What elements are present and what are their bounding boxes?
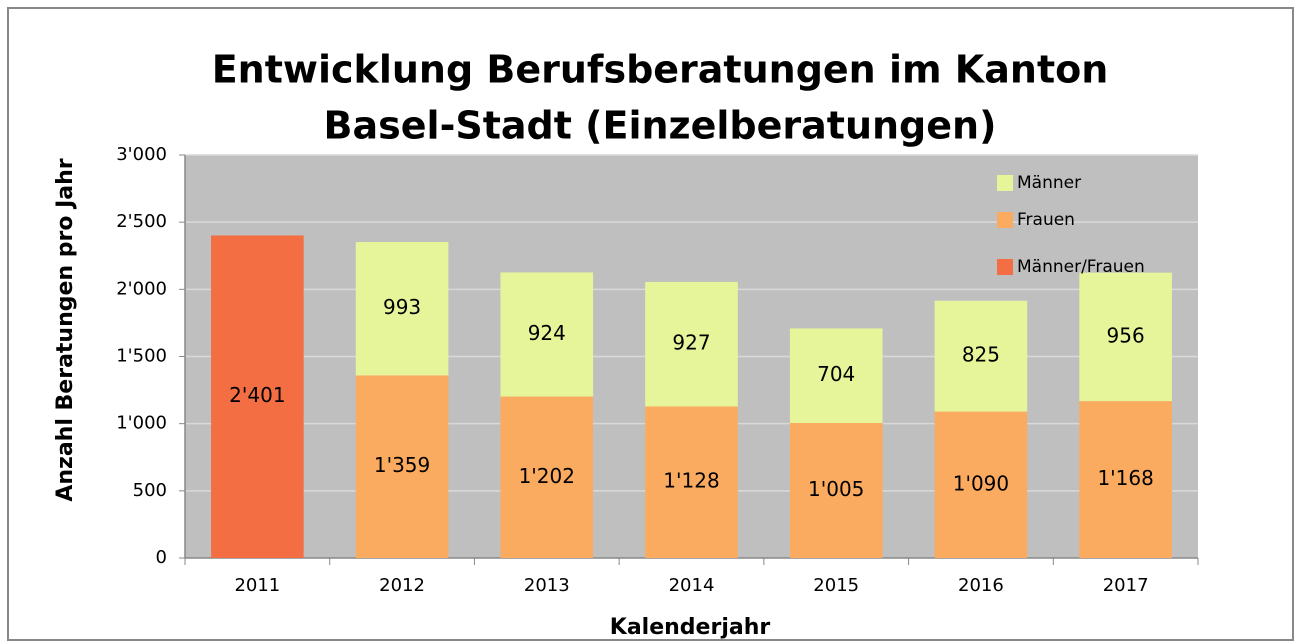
y-tick-label: 3'000 xyxy=(116,144,167,165)
data-label: 927 xyxy=(672,331,710,355)
data-label: 704 xyxy=(817,362,855,386)
y-tick-label: 2'000 xyxy=(116,278,167,299)
bar-segment xyxy=(934,300,1028,412)
bar-segment xyxy=(355,375,449,558)
y-tick-label: 500 xyxy=(133,480,167,501)
y-tick-label: 1'000 xyxy=(116,413,167,434)
y-axis-label: Anzahl Beratungen pro Jahr xyxy=(53,158,78,501)
chart-title: Entwicklung Berufsberatungen im Kanton xyxy=(212,48,1109,92)
data-label: 1'202 xyxy=(519,464,575,488)
data-label: 993 xyxy=(383,295,421,319)
legend-swatch xyxy=(997,212,1013,228)
x-tick-label: 2017 xyxy=(1103,575,1149,596)
x-tick-label: 2011 xyxy=(234,575,280,596)
bar-segment xyxy=(500,272,594,397)
bar-segment xyxy=(645,406,738,558)
bar-segment xyxy=(934,411,1028,558)
data-label: 956 xyxy=(1107,323,1145,347)
data-label: 825 xyxy=(962,343,1000,367)
data-label: 1'005 xyxy=(808,477,864,501)
bar-segment xyxy=(1079,401,1172,558)
x-tick-label: 2013 xyxy=(524,575,570,596)
data-label: 2'401 xyxy=(229,383,285,407)
legend-label: Männer/Frauen xyxy=(1017,257,1145,277)
bar-segment xyxy=(211,235,304,558)
data-label: 1'128 xyxy=(663,469,719,493)
legend-swatch xyxy=(997,175,1013,191)
chart-title: Basel-Stadt (Einzelberatungen) xyxy=(324,104,997,148)
legend-label: Frauen xyxy=(1017,210,1075,230)
x-tick-label: 2015 xyxy=(813,575,859,596)
bar-segment xyxy=(500,396,594,558)
y-tick-label: 1'500 xyxy=(116,346,167,367)
legend-swatch xyxy=(997,259,1013,275)
data-label: 1'168 xyxy=(1097,466,1153,490)
y-tick-label: 2'500 xyxy=(116,211,167,232)
x-tick-label: 2016 xyxy=(958,575,1004,596)
x-tick-label: 2012 xyxy=(379,575,425,596)
bar-segment xyxy=(645,281,738,407)
bar-segment xyxy=(355,242,449,376)
x-tick-label: 2014 xyxy=(669,575,715,596)
legend-label: Männer xyxy=(1017,173,1081,193)
bar-segment xyxy=(789,422,883,558)
bar-segment xyxy=(1079,272,1172,402)
data-label: 1'359 xyxy=(374,453,430,477)
data-label: 1'090 xyxy=(953,471,1009,495)
bar-segment xyxy=(789,328,883,423)
y-tick-label: 0 xyxy=(156,547,167,568)
data-label: 924 xyxy=(528,321,566,345)
x-axis-label: Kalenderjahr xyxy=(610,615,771,640)
